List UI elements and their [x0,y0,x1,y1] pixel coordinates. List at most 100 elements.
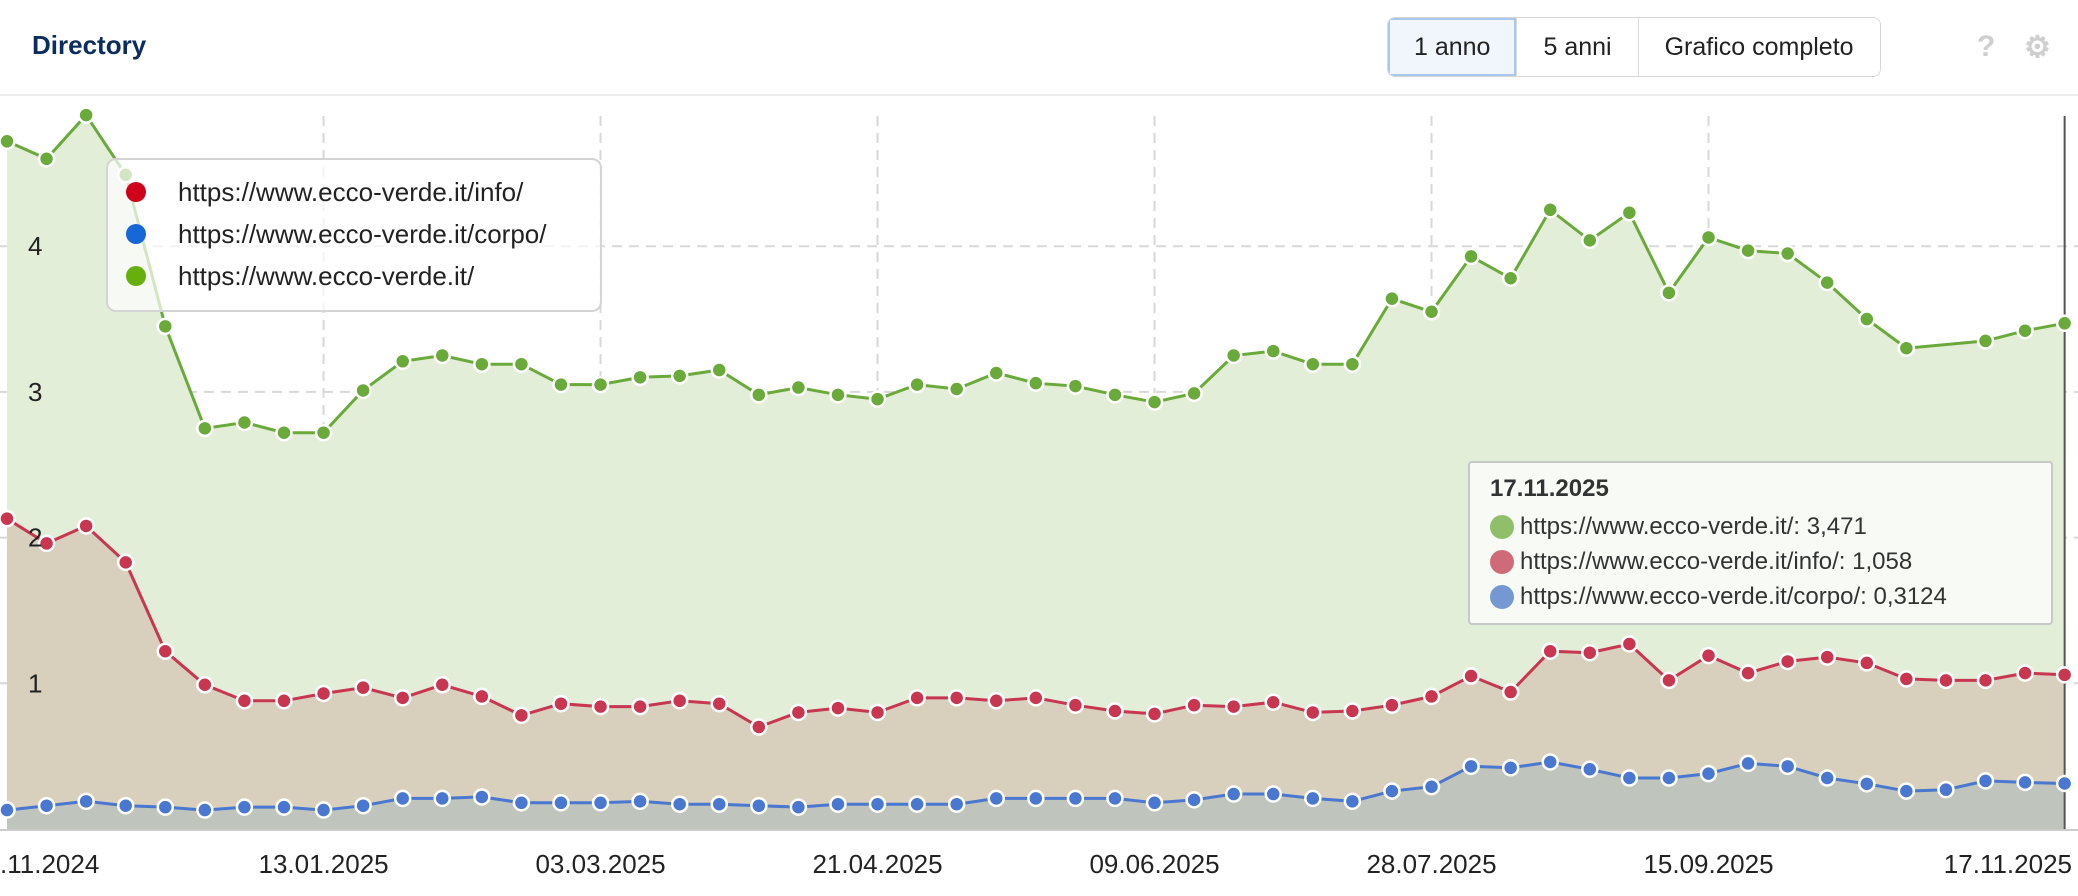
data-point [314,801,333,819]
x-tick-label: 15.09.2025 [1643,849,1773,879]
tooltip-value: https://www.ecco-verde.it/corpo/: 0,3124 [1520,583,1947,610]
data-point [2055,774,2074,793]
data-point [1541,753,1559,771]
data-point [750,386,768,404]
legend-label: https://www.ecco-verde.it/info/ [178,176,524,207]
data-point [789,798,808,816]
data-point [473,355,491,373]
data-point [1897,782,1916,800]
data-point [868,390,887,408]
data-point [670,692,689,710]
legend-dot-icon [126,266,146,286]
range-5-years-button[interactable]: 5 anni [1516,18,1638,76]
data-point [987,789,1005,808]
data-point [1937,671,1955,690]
data-point [631,368,649,387]
data-point [393,789,412,808]
data-point [116,553,135,572]
data-point [1620,203,1639,222]
data-point [1778,244,1797,263]
data-point [1145,393,1164,411]
data-point [1462,667,1480,685]
chart-tooltip: 17.11.2025 https://www.ecco-verde.it/: 3… [1468,461,2053,625]
data-point [196,676,214,694]
data-point [1304,789,1322,808]
data-point [1343,355,1362,373]
tooltip-row-corpo: https://www.ecco-verde.it/corpo/: 0,3124 [1490,583,1947,611]
data-point [0,801,16,819]
data-point [1462,247,1480,266]
data-point [156,642,175,660]
y-tick-label: 3 [28,377,42,407]
data-point [1422,303,1441,321]
data-point [1304,355,1322,373]
data-point [1581,643,1599,662]
data-point [1541,642,1559,660]
range-full-chart-button[interactable]: Grafico completo [1637,18,1880,76]
data-point [1541,201,1559,219]
data-point [433,346,452,365]
data-point [1660,671,1678,690]
data-point [1660,284,1678,302]
data-point [987,364,1005,382]
data-point [314,423,333,442]
data-point [37,534,56,553]
legend-item-info[interactable]: https://www.ecco-verde.it/info/ [126,172,523,212]
gear-icon[interactable]: ⚙ [2024,31,2051,64]
data-point [1501,759,1520,777]
data-point [1858,654,1876,672]
data-point [710,361,729,379]
tooltip-date: 17.11.2025 [1490,475,1609,502]
data-point [1699,228,1718,247]
tooltip-row-info: https://www.ecco-verde.it/info/: 1,058 [1490,548,1912,576]
data-point [1185,696,1203,714]
data-point [1462,757,1480,776]
data-point [1106,386,1124,404]
data-point [1343,702,1362,720]
series-line-0 [6,112,2065,435]
range-1-year-button[interactable]: 1 anno [1388,18,1517,76]
data-point [1818,273,1836,292]
data-point [591,794,610,812]
data-point [1224,785,1243,803]
data-point [77,792,95,811]
data-point [1185,384,1203,403]
data-point [235,798,254,816]
legend-item-corpo[interactable]: https://www.ecco-verde.it/corpo/ [126,214,546,254]
data-point [235,413,254,432]
legend-item-home[interactable]: https://www.ecco-verde.it/ [126,256,474,296]
data-point [512,794,531,812]
data-point [750,718,768,736]
data-point [1304,703,1322,722]
data-point [868,703,887,722]
data-point [275,692,293,710]
data-point [1818,648,1836,666]
data-point [354,796,372,815]
data-point [1976,671,1995,690]
chart-header: Directory 1 anno 5 anni Grafico completo… [0,0,2078,96]
data-point [37,796,56,815]
help-icon[interactable]: ? [1977,30,1996,63]
data-point [1224,697,1243,716]
data-point [829,386,847,404]
data-point [196,419,214,438]
legend-label: https://www.ecco-verde.it/ [178,260,475,291]
data-point [354,678,372,697]
data-point [2016,664,2034,682]
chart-legend: https://www.ecco-verde.it/info/ https://… [106,158,602,312]
data-point [1620,769,1639,787]
data-point [1739,241,1757,260]
data-point [156,317,175,336]
data-point [433,789,452,808]
data-point [1501,683,1520,701]
data-point [473,788,491,806]
data-point [829,699,847,717]
data-point [1581,760,1599,779]
range-selector: 1 anno 5 anni Grafico completo [1387,17,1881,77]
data-point [77,517,95,535]
y-tick-label: 4 [28,231,42,261]
data-point [1066,789,1085,808]
tooltip-dot-icon [1490,585,1514,609]
data-point [908,795,926,813]
